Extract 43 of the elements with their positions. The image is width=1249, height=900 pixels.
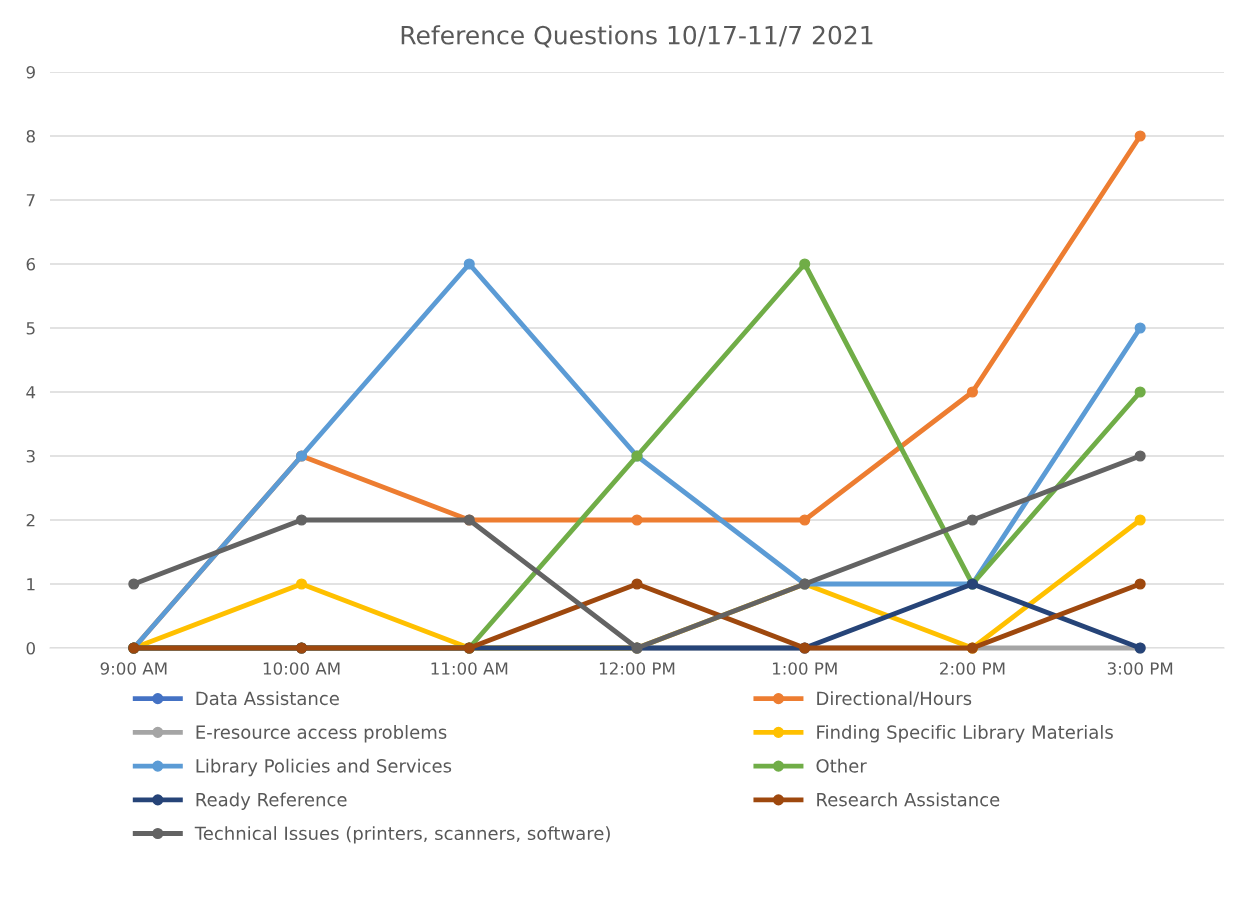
point — [631, 514, 643, 526]
y-tick-label: 5 — [26, 322, 35, 335]
legend-label: Library Policies and Services — [196, 758, 452, 777]
x-tick-label: 1:00 PM — [772, 662, 837, 675]
point — [966, 386, 978, 398]
point — [1134, 450, 1146, 462]
y-tick-label: 1 — [27, 578, 35, 591]
y-tick-label: 7 — [26, 194, 35, 207]
legend-label: Other — [816, 758, 867, 773]
point — [1134, 578, 1146, 590]
x-tick-label: 3:00 PM — [1107, 662, 1173, 675]
y-tick-label: 0 — [26, 641, 35, 655]
x-tick-label: 10:00 AM — [263, 662, 340, 675]
point — [1134, 322, 1146, 334]
x-tick-label: 12:00 PM — [599, 662, 675, 675]
legend-label: Technical Issues (printers, scanners, software) — [194, 826, 610, 844]
legend-label: Directional/Hours — [817, 691, 972, 707]
y-tick-label: 9 — [26, 65, 35, 79]
point — [463, 258, 475, 270]
point — [799, 514, 811, 526]
x-tick-label: 2:00 PM — [940, 662, 1005, 675]
legend-label: Data Assistance — [196, 691, 339, 706]
x-tick-label: 11:00 AM — [431, 662, 508, 675]
y-tick-label: 3 — [26, 449, 35, 463]
point — [631, 578, 643, 590]
point — [295, 578, 308, 590]
y-tick-label: 8 — [26, 129, 35, 143]
x-tick-label: 9:00 AM — [100, 662, 167, 675]
point — [1134, 130, 1146, 142]
y-tick-label: 2 — [26, 513, 35, 527]
point — [966, 514, 978, 526]
y-tick-label: 4 — [26, 386, 36, 399]
point — [799, 258, 811, 270]
legend-label: Ready Reference — [196, 792, 347, 810]
point — [128, 578, 140, 590]
legend-label: Research Assistance — [817, 792, 1000, 807]
chart-title: Reference Questions 10/17-11/7 2021 — [401, 25, 873, 48]
legend-label: E-resource access problems — [196, 724, 447, 743]
point — [295, 514, 308, 526]
legend-label: Finding Specific Library Materials — [817, 724, 1113, 743]
y-tick-label: 6 — [26, 257, 36, 271]
point — [1134, 514, 1146, 526]
point — [1134, 386, 1146, 398]
